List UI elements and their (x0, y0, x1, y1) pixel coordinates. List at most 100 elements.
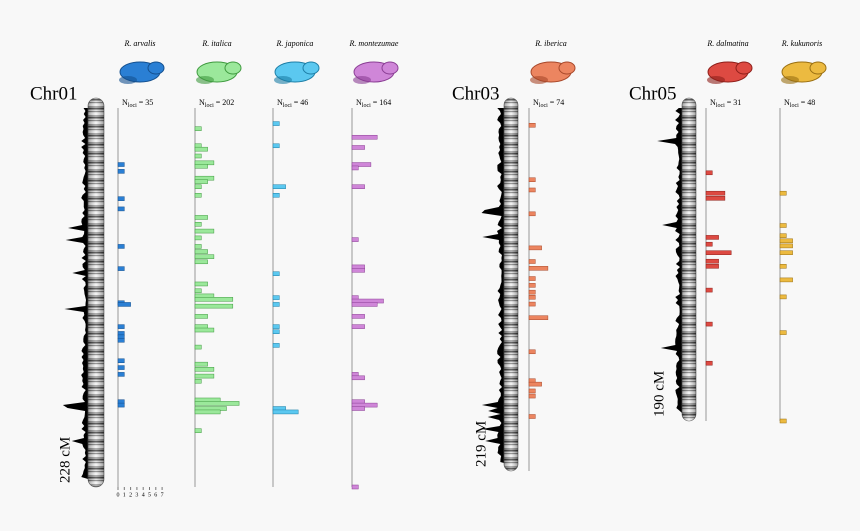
locus-bar (351, 184, 365, 189)
locus-bar (705, 250, 732, 255)
locus-bar (351, 302, 378, 307)
locus-bar (528, 393, 536, 399)
locus-bar (194, 344, 202, 350)
frog-head (558, 61, 576, 75)
locus-bar (272, 302, 280, 307)
chromosome-length: 228 cM (57, 437, 73, 483)
locus-bar (705, 360, 713, 366)
scale-tick-label: 0 (117, 492, 120, 498)
frog-leg (707, 76, 725, 84)
locus-bar (528, 414, 536, 419)
nloci-part: = 202 (216, 98, 235, 107)
nloci-part: loci (283, 103, 292, 109)
species-name: R. japonica (276, 39, 314, 48)
chromosome-shade (682, 98, 696, 421)
locus-bar (779, 250, 793, 255)
frog-head (381, 61, 399, 75)
locus-bar (779, 294, 787, 300)
locus-bar (117, 358, 125, 363)
locus-bar (194, 222, 202, 227)
locus-bar (779, 223, 787, 228)
locus-bar (194, 179, 208, 184)
locus-bar (194, 254, 215, 259)
nloci-part: = 46 (294, 98, 309, 107)
locus-bar (351, 484, 359, 490)
frog-leg (530, 76, 548, 84)
locus-bar (779, 264, 787, 269)
locus-bar (779, 277, 793, 283)
locus-bar (272, 324, 280, 329)
frog-leg (274, 76, 292, 84)
frog-head (809, 61, 827, 75)
locus-bar (528, 259, 536, 264)
locus-bar (117, 324, 125, 329)
scale-tick-label: 3 (135, 492, 138, 498)
locus-bar (705, 321, 713, 327)
locus-bar (779, 238, 793, 244)
locus-bar (351, 237, 359, 242)
locus-bar (194, 378, 202, 384)
frog-leg (353, 76, 371, 84)
nloci-label: Nloci = 48 (784, 98, 815, 110)
locus-bar (194, 327, 215, 333)
nloci-part: = 48 (801, 98, 816, 107)
frog-leg (781, 76, 799, 84)
nloci-label: Nloci = 46 (277, 98, 308, 110)
locus-bar (194, 288, 202, 294)
locus-bar (272, 184, 286, 189)
locus-bar (194, 244, 202, 249)
locus-bar (194, 235, 202, 241)
locus-bar (272, 295, 280, 300)
locus-bar (272, 343, 280, 348)
locus-bar (194, 428, 202, 433)
locus-bar (194, 259, 208, 265)
density-profile (657, 108, 682, 413)
locus-bar (117, 206, 125, 212)
locus-bar (351, 145, 365, 150)
nloci-label: Nloci = 31 (710, 98, 741, 110)
locus-bar (528, 266, 549, 271)
locus-bar (528, 381, 542, 387)
scale-tick-label: 5 (148, 492, 151, 498)
nloci-label: Nloci = 202 (199, 98, 234, 110)
species-photo (781, 61, 827, 84)
locus-bar (272, 409, 299, 415)
locus-bar (705, 196, 726, 201)
nloci-part: N (199, 98, 205, 107)
locus-bar (194, 281, 208, 287)
locus-bar (194, 401, 240, 406)
chromosome-shade (504, 98, 518, 471)
locus-bar (528, 295, 536, 300)
locus-bar (117, 402, 125, 408)
nloci-label: Nloci = 164 (356, 98, 391, 110)
nloci-part: loci (716, 103, 725, 109)
locus-bar (272, 329, 280, 334)
locus-bar (705, 170, 713, 176)
locus-bar (194, 184, 202, 189)
nloci-part: = 164 (373, 98, 392, 107)
locus-bar (117, 244, 125, 249)
locus-bar (194, 314, 208, 319)
chromosome-name: Chr03 (452, 83, 500, 104)
locus-bar (705, 258, 719, 264)
locus-bar (528, 211, 536, 217)
locus-bar (528, 315, 549, 320)
locus-bar (779, 418, 787, 424)
scale-tick-label: 4 (142, 492, 145, 498)
chromosome-name: Chr05 (629, 83, 677, 104)
locus-bar (117, 365, 125, 370)
frog-head (224, 61, 242, 75)
locus-bar (779, 330, 787, 335)
nloci-part: loci (790, 103, 799, 109)
locus-bar (528, 245, 542, 251)
locus-bar (272, 271, 280, 276)
locus-bar (194, 361, 208, 367)
frog-head (735, 61, 753, 75)
locus-bar (528, 388, 536, 394)
nloci-part: = 74 (550, 98, 565, 107)
scale-tick-label: 7 (161, 492, 164, 498)
species-photo (353, 61, 399, 84)
locus-bar (528, 289, 536, 295)
frog-leg (119, 76, 137, 84)
